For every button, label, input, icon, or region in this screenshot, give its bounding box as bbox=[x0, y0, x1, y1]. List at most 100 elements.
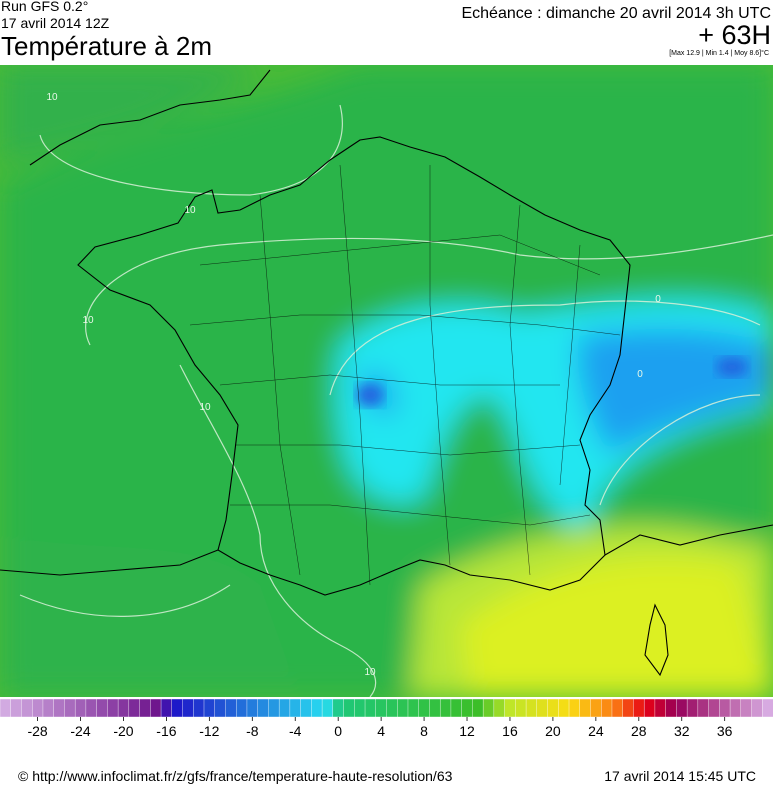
scale-tick-label: -8 bbox=[246, 723, 259, 739]
scale-swatch bbox=[472, 698, 484, 718]
temperature-field bbox=[0, 65, 773, 697]
scale-swatch bbox=[42, 698, 55, 718]
scale-swatch bbox=[397, 698, 409, 718]
contour-label: 10 bbox=[199, 402, 211, 413]
scale-tick-label: -4 bbox=[289, 723, 302, 739]
contour-label: 10 bbox=[364, 667, 376, 678]
scale-swatch bbox=[160, 698, 173, 718]
scale-swatch bbox=[107, 698, 119, 718]
scale-swatch bbox=[633, 698, 645, 718]
scale-tick-label: 8 bbox=[420, 723, 428, 739]
scale-swatch bbox=[64, 698, 76, 718]
scale-swatch bbox=[461, 698, 473, 718]
scale-swatch bbox=[268, 698, 280, 718]
scale-swatch bbox=[719, 698, 731, 718]
map-title: Température à 2m bbox=[1, 31, 212, 61]
scale-swatch bbox=[332, 698, 345, 718]
scale-tick-label: -12 bbox=[199, 723, 219, 739]
scale-tick-label: 16 bbox=[502, 723, 518, 739]
scale-swatch bbox=[686, 698, 699, 718]
contour-label: 0 bbox=[655, 294, 661, 305]
scale-swatch bbox=[676, 698, 688, 718]
contour-label: 0 bbox=[637, 369, 643, 380]
scale-swatch bbox=[364, 698, 377, 718]
scale-swatch bbox=[493, 698, 506, 718]
valid-time: Echéance : dimanche 20 avril 2014 3h UTC bbox=[461, 5, 771, 22]
scale-swatch bbox=[246, 698, 259, 718]
contour-label: 10 bbox=[46, 92, 58, 103]
stats: [Max 12.9 | Min 1.4 | Moy 8.6]°C bbox=[669, 50, 769, 57]
scale-swatch bbox=[150, 698, 162, 718]
scale-swatch bbox=[450, 698, 463, 718]
scale-swatch bbox=[407, 698, 420, 718]
scale-swatch bbox=[515, 698, 527, 718]
scale-swatch bbox=[214, 698, 226, 718]
scale-tick-label: 20 bbox=[545, 723, 561, 739]
scale-swatch bbox=[504, 698, 516, 718]
scale-swatch bbox=[300, 698, 312, 718]
scale-tick-label: 12 bbox=[459, 723, 475, 739]
scale-swatch bbox=[321, 698, 334, 718]
scale-swatch bbox=[74, 698, 87, 718]
scale-swatch bbox=[590, 698, 602, 718]
scale-swatch bbox=[139, 698, 151, 718]
scale-swatch bbox=[418, 698, 430, 718]
scale-swatch bbox=[697, 698, 710, 718]
coastlines bbox=[0, 69, 773, 677]
scale-tick-label: -20 bbox=[113, 723, 133, 739]
scale-swatch bbox=[235, 698, 248, 718]
scale-swatch bbox=[708, 698, 720, 718]
scale-swatch bbox=[643, 698, 656, 718]
scale-swatch bbox=[386, 698, 398, 718]
scale-swatch bbox=[547, 698, 559, 718]
scale-swatch bbox=[611, 698, 624, 718]
source-url: © http://www.infoclimat.fr/z/gfs/france/… bbox=[18, 768, 453, 784]
scale-tick-label: -28 bbox=[27, 723, 47, 739]
scale-swatch bbox=[85, 698, 98, 718]
temperature-map: 10 10 10 10 0 0 10 bbox=[0, 65, 773, 697]
scale-swatch bbox=[311, 698, 323, 718]
scale-swatch bbox=[354, 698, 366, 718]
scale-swatch bbox=[193, 698, 205, 718]
scale-swatch bbox=[289, 698, 302, 718]
scale-swatch bbox=[0, 698, 12, 718]
scale-swatch bbox=[654, 698, 667, 718]
contour-label: 10 bbox=[184, 205, 196, 216]
scale-swatch bbox=[536, 698, 549, 718]
scale-swatch bbox=[558, 698, 570, 718]
scale-swatch bbox=[96, 698, 108, 718]
scale-tick-label: 4 bbox=[377, 723, 385, 739]
scale-swatch bbox=[10, 698, 22, 718]
scale-swatch bbox=[117, 698, 130, 718]
issue-date: 17 avril 2014 15:45 UTC bbox=[604, 768, 756, 784]
scale-swatch bbox=[171, 698, 184, 718]
scale-swatch bbox=[343, 698, 355, 718]
scale-swatch bbox=[601, 698, 613, 718]
scale-tick-label: 0 bbox=[334, 723, 342, 739]
scale-tick-label: -24 bbox=[70, 723, 90, 739]
scale-swatch bbox=[203, 698, 216, 718]
lead-time: + 63H bbox=[698, 20, 771, 50]
scale-tick-label: 36 bbox=[717, 723, 733, 739]
scale-swatch bbox=[740, 698, 753, 718]
scale-swatch bbox=[568, 698, 581, 718]
scale-swatch bbox=[278, 698, 291, 718]
scale-swatch bbox=[622, 698, 634, 718]
departement-borders bbox=[189, 164, 621, 586]
scale-swatch bbox=[525, 698, 538, 718]
scale-swatch bbox=[257, 698, 269, 718]
scale-swatch bbox=[429, 698, 441, 718]
scale-swatch bbox=[579, 698, 591, 718]
scale-tick-label: 24 bbox=[588, 723, 604, 739]
scale-tick-label: 32 bbox=[674, 723, 690, 739]
scale-swatch bbox=[482, 698, 495, 718]
run-label: Run GFS 0.2° bbox=[1, 0, 89, 14]
scale-swatch bbox=[439, 698, 452, 718]
scale-swatch bbox=[762, 698, 773, 718]
scale-swatch bbox=[21, 698, 33, 718]
scale-swatch bbox=[128, 698, 141, 718]
scale-swatch bbox=[53, 698, 65, 718]
contour-label: 10 bbox=[82, 315, 94, 326]
run-date: 17 avril 2014 12Z bbox=[1, 15, 110, 31]
